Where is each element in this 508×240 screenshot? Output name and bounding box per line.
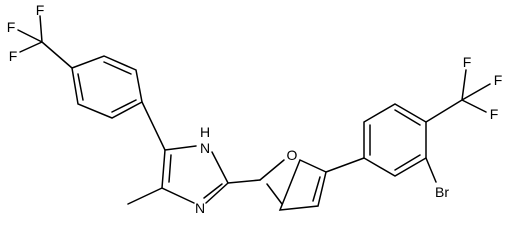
atom-label: N xyxy=(200,140,210,156)
structure-diagram: F F F H N N O Br F F F xyxy=(7,2,503,216)
atom-label: H xyxy=(200,124,210,140)
bond xyxy=(77,61,137,113)
atom-labels: F F F H N N O Br F F F xyxy=(7,2,503,216)
bond xyxy=(17,15,73,69)
bond xyxy=(127,187,163,205)
atom-label: F xyxy=(463,54,472,70)
atom-label: Br xyxy=(435,184,449,200)
bond xyxy=(325,157,365,173)
bonds xyxy=(17,15,491,211)
ring xyxy=(259,158,327,211)
atom-label: N xyxy=(195,200,205,216)
ring xyxy=(363,103,427,177)
bond xyxy=(168,154,223,199)
atom-label: F xyxy=(9,48,18,64)
ring xyxy=(71,55,143,119)
atom-label: F xyxy=(490,106,499,122)
bond xyxy=(369,109,421,171)
bond xyxy=(227,179,261,184)
atom-label: O xyxy=(287,147,298,163)
atom-label: F xyxy=(36,2,45,18)
atom-label: F xyxy=(7,19,16,35)
ring xyxy=(161,145,229,204)
bond xyxy=(141,101,166,151)
bond xyxy=(266,176,321,205)
bond xyxy=(425,69,491,183)
atom-label: F xyxy=(494,72,503,88)
